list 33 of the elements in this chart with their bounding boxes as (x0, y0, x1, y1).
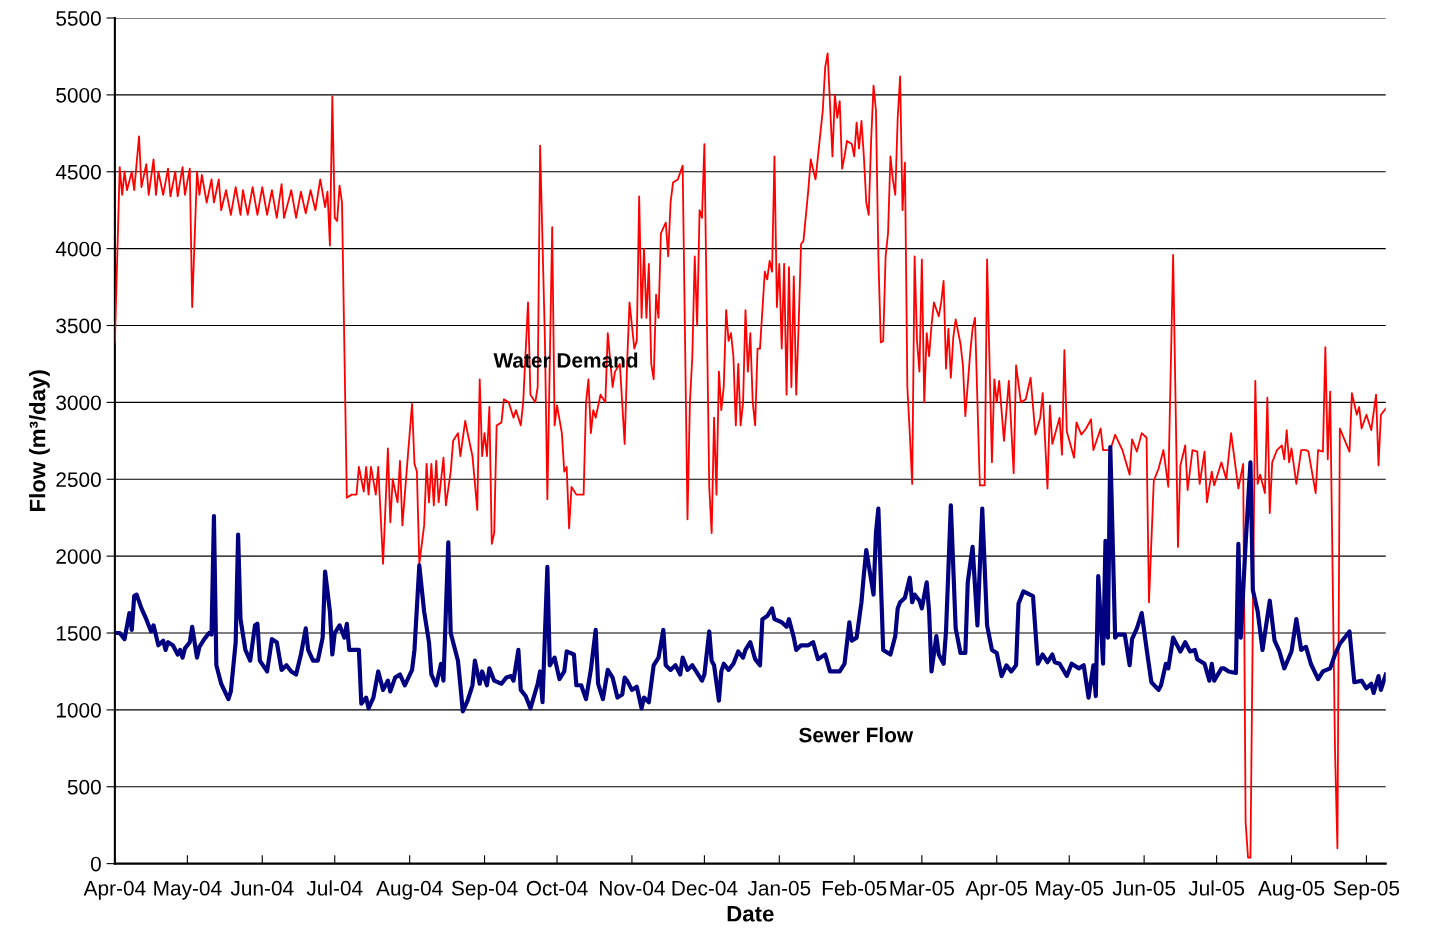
y-tick-label: 2000 (56, 549, 101, 564)
x-tick-label: Feb-05 (822, 880, 887, 896)
y-axis-title: Flow (m³/day) (29, 370, 50, 511)
x-tick-label: Aug-05 (1257, 880, 1325, 900)
x-tick-label: May-05 (1036, 880, 1104, 900)
x-tick-label: Jun-05 (1112, 880, 1176, 896)
y-tick-label: 3500 (56, 318, 101, 334)
y-tick-label: 5000 (56, 87, 101, 103)
x-tick-label: Sep-04 (451, 880, 518, 900)
x-tick-label: Mar-05 (890, 880, 954, 896)
x-tick-label: Sep-05 (1333, 880, 1400, 900)
x-tick-label: Apr-05 (965, 880, 1028, 900)
y-tick-label: 3000 (56, 395, 101, 411)
x-tick-label: Nov-04 (600, 880, 665, 896)
x-tick-label: Jan-05 (747, 880, 811, 896)
y-tick-label: 4500 (55, 164, 101, 180)
x-tick-label: May-04 (154, 880, 222, 900)
x-tick-label: Oct-04 (526, 880, 588, 896)
y-tick-label: 1500 (56, 626, 101, 641)
text: Sewer Flow (799, 727, 914, 743)
y-tick-label: 500 (67, 779, 101, 795)
x-axis-title: Date (727, 906, 774, 922)
x-tick-label: Jul-05 (1188, 880, 1245, 896)
x-tick-label: Jul-04 (306, 880, 363, 896)
y-tick-label: 1000 (56, 702, 101, 718)
y-tick-label: 5500 (56, 11, 101, 26)
y-tick-label: 4000 (55, 241, 101, 257)
y-tick-label: 0 (90, 856, 101, 872)
x-tick-label: Dec-04 (672, 880, 738, 896)
x-tick-label: Apr-04 (83, 880, 146, 900)
x-tick-label: Jun-04 (230, 880, 294, 896)
x-tick-label: Aug-04 (376, 880, 443, 900)
y-tick-label: 2500 (56, 472, 101, 488)
